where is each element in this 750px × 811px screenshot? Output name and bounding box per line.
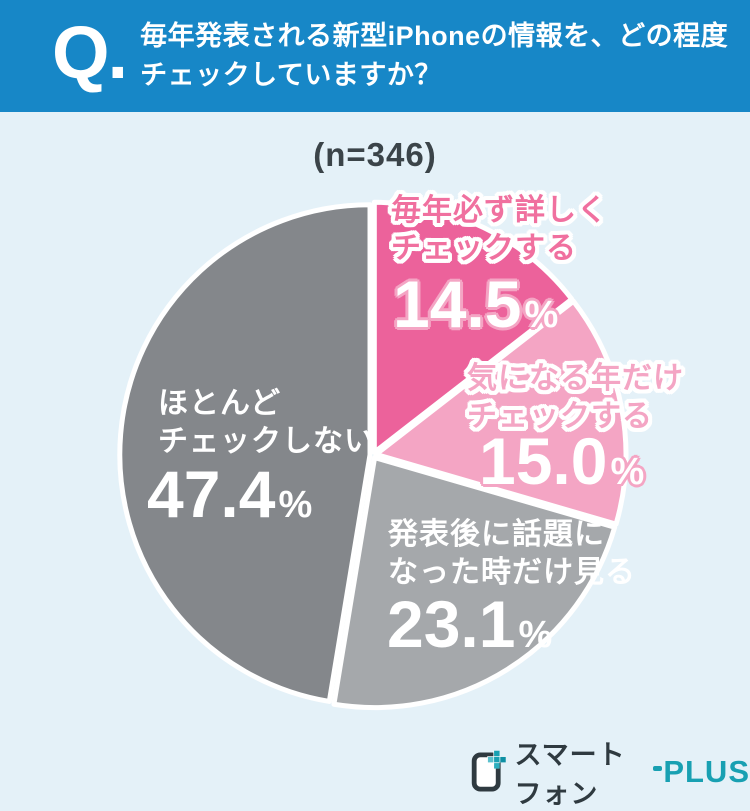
slice-label-check-every-year: 毎年必ず詳しく チェックする [391, 194, 608, 265]
brand-logo: スマートフォン PLUS [468, 733, 750, 811]
smartphone-plus-icon [471, 750, 506, 792]
pie-slice-0 [371, 199, 575, 455]
question-text: 毎年発表される新型iPhoneの情報を、どの程度 チェックしていますか？ [140, 17, 728, 95]
pie-slice-3 [117, 202, 373, 704]
brand-text-jp: スマートフォン [514, 740, 626, 809]
q-mark-label: Q. [52, 11, 128, 94]
slice-label-almost-never-check: ほとんど チェックしない [158, 387, 375, 458]
plus-dash-icon [653, 766, 663, 771]
slice-value-check-some-years: 15.0% [479, 424, 645, 498]
slice-value-check-every-year: 14.5% [393, 267, 559, 341]
sample-size-label: (n=346) [313, 136, 437, 173]
question-header: Q. 毎年発表される新型iPhoneの情報を、どの程度 チェックしていますか？ [0, 0, 750, 112]
pie-slice-2 [331, 455, 618, 711]
brand-text-plus: PLUS [663, 754, 750, 789]
slice-value-almost-never-check: 47.4% [147, 457, 313, 531]
pie-slice-1 [373, 298, 629, 527]
question-line-1: 毎年発表される新型iPhoneの情報を、どの程度 [140, 21, 729, 51]
slice-label-watch-when-trending: 発表後に話題に なった時だけ見る [388, 518, 636, 589]
slice-label-check-some-years: 気になる年だけ チェックする [467, 362, 684, 433]
question-line-2: チェックしていますか？ [140, 60, 442, 90]
slice-value-watch-when-trending: 23.1% [387, 587, 553, 661]
